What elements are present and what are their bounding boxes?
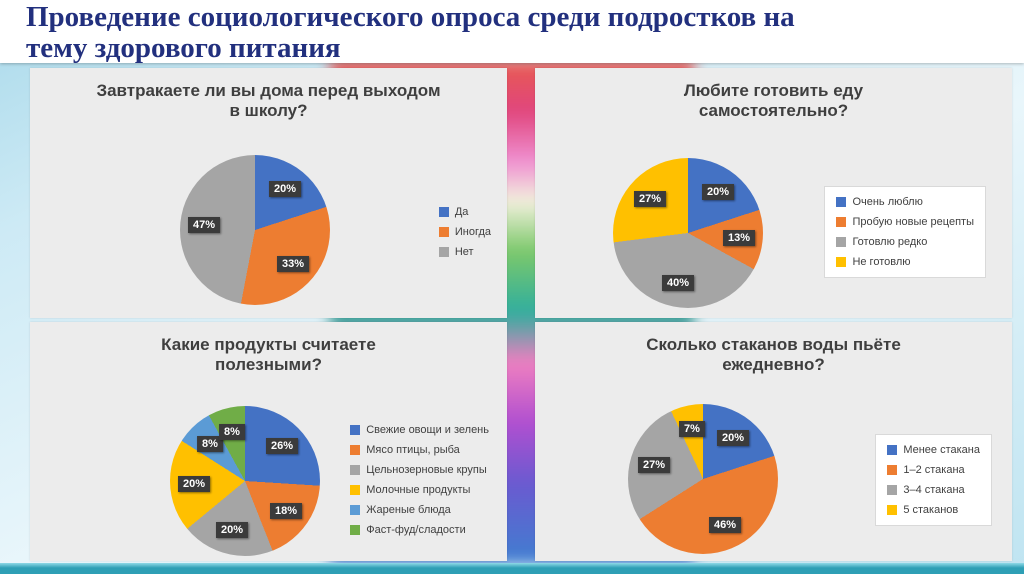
legend-item: Жареные блюда [350,504,489,516]
legend-item: Нет [438,245,491,258]
chart-title: Завтракаете ли вы дома перед выходом в ш… [96,81,441,121]
legend-label: Менее стакана [903,443,980,456]
pie-data-label: 8% [197,435,223,452]
pie-data-label: 20% [177,475,211,492]
legend-item: 3–4 стакана [887,484,980,496]
legend-item: Готовлю редко [836,236,974,248]
pie-data-label: 40% [661,274,695,291]
chart-legend: Свежие овощи и зелень Мясо птицы, рыба Цел… [350,424,489,536]
slide-title: Проведение социологического опроса среди… [26,0,795,64]
legend-swatch [836,196,847,207]
right-chart-panel: Любите готовить еду самостоятельно? 20% 1… [535,68,1012,561]
legend-swatch [836,236,847,247]
legend-item: Иногда [438,225,491,238]
legend-item: Не готовлю [836,256,974,268]
legend-label: Мясо птицы, рыба [366,443,460,456]
legend-swatch [350,524,361,535]
legend-item: Свежие овощи и зелень [350,424,489,436]
chart-legend: Очень люблю Пробую новые рецепты Готовлю р… [824,185,986,278]
legend-label: 3–4 стакана [903,483,965,496]
pie-data-label: 20% [215,521,249,538]
legend-item: Цельнозерновые крупы [350,464,489,476]
legend-item: 1–2 стакана [887,464,980,476]
legend-label: Готовлю редко [852,235,928,248]
legend-label: Нет [454,245,474,258]
pie-data-label: 7% [679,420,705,437]
legend-swatch [350,424,361,435]
legend-swatch [438,226,449,237]
legend-label: Не готовлю [852,255,911,268]
chart-body: 20% 33% 47% Да Иногда Нет [30,122,507,318]
legend-item: Менее стакана [887,444,980,456]
left-chart-panel: Завтракаете ли вы дома перед выходом в ш… [30,68,507,561]
pie-data-label: 47% [187,216,221,233]
legend-swatch [438,246,449,257]
legend-label: Иногда [454,225,491,238]
pie-data-label: 27% [633,190,667,207]
chart-legend: Да Иногда Нет [438,205,491,258]
legend-label: Свежие овощи и зелень [366,423,489,436]
chart-legend: Менее стакана 1–2 стакана 3–4 стакана 5 ста… [875,433,992,526]
legend-swatch [836,216,847,227]
legend-item: Очень люблю [836,196,974,208]
chart-healthy-products: Какие продукты считаете полезными? 26% 18… [30,322,507,561]
chart-title: Сколько стаканов воды пьёте ежедневно? [646,335,901,375]
pie-data-label: 33% [276,255,310,272]
pie-data-label: 27% [637,456,671,473]
pie-data-label: 20% [701,183,735,200]
legend-label: Жареные блюда [366,503,451,516]
slide-title-bar: Проведение социологического опроса среди… [0,0,1024,63]
legend-swatch [836,256,847,267]
legend-item: Пробую новые рецепты [836,216,974,228]
pie-chart: 20% 46% 27% 7% [628,403,778,554]
chart-cooking: Любите готовить еду самостоятельно? 20% 1… [535,68,1012,318]
pie-data-label: 8% [219,423,245,440]
pie-data-label: 13% [722,229,756,246]
chart-breakfast: Завтракаете ли вы дома перед выходом в ш… [30,68,507,318]
legend-swatch [350,484,361,495]
chart-title: Любите готовить еду самостоятельно? [683,81,864,121]
pie-data-label: 20% [716,429,750,446]
pie-data-label: 20% [268,180,302,197]
legend-swatch [887,504,898,515]
chart-title: Какие продукты считаете полезными? [161,335,376,375]
legend-swatch [350,444,361,455]
pie-chart: 20% 13% 40% 27% [613,157,763,308]
legend-swatch [887,484,898,495]
pie-data-label: 18% [269,502,303,519]
legend-swatch [350,504,361,515]
legend-item: Мясо птицы, рыба [350,444,489,456]
legend-label: Очень люблю [852,195,923,208]
legend-label: Фаст-фуд/сладости [366,523,466,536]
chart-water-glasses: Сколько стаканов воды пьёте ежедневно? 2… [535,322,1012,561]
legend-label: 1–2 стакана [903,463,965,476]
chart-body: 20% 46% 27% 7% Менее стакана 1–2 стакана 3–4 … [535,376,1012,561]
legend-label: Пробую новые рецепты [852,215,974,228]
chart-body: 26% 18% 20% 20% 8% 8% Свежие овощи и зелень Мя… [30,376,507,561]
legend-item: 5 стаканов [887,504,980,516]
legend-swatch [350,464,361,475]
pie-data-label: 26% [265,437,299,454]
legend-item: Да [438,205,491,218]
legend-swatch [887,464,898,475]
legend-label: Да [454,205,469,218]
pie-chart: 26% 18% 20% 20% 8% 8% [170,405,320,556]
chart-body: 20% 13% 40% 27% Очень люблю Пробую новые рец… [535,122,1012,318]
pie-data-label: 46% [708,516,742,533]
legend-swatch [887,444,898,455]
legend-label: Молочные продукты [366,483,471,496]
pie-chart: 20% 33% 47% [180,154,330,305]
legend-swatch [438,206,449,217]
legend-label: 5 стаканов [903,503,959,516]
legend-item: Молочные продукты [350,484,489,496]
bottom-accent-bar [0,563,1024,574]
legend-item: Фаст-фуд/сладости [350,524,489,536]
legend-label: Цельнозерновые крупы [366,463,487,476]
